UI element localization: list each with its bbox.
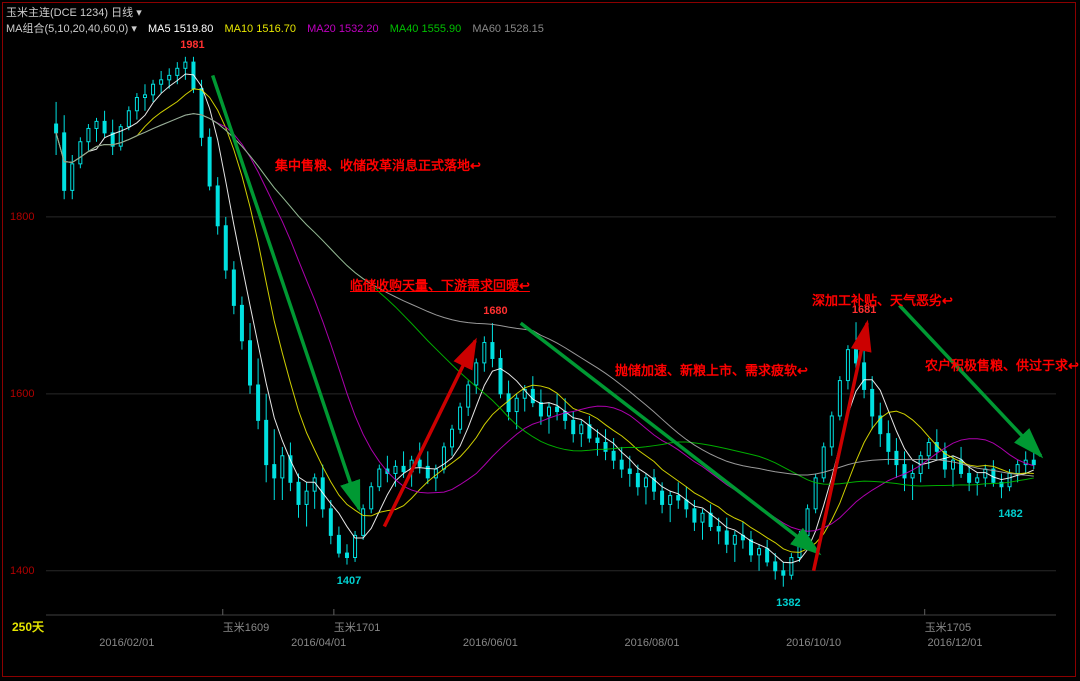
down-arrow-3	[899, 305, 1040, 455]
ma20-label: MA20 1532.20	[307, 23, 379, 35]
x-tick-label: 2016/12/01	[927, 637, 982, 649]
chart-title: 玉米主连(DCE 1234) 日线 ▾	[6, 4, 142, 20]
price-tag: 1407	[337, 575, 361, 587]
candlestick-chart[interactable]: 1400 1600 1800 2016/02/01 2016/04/01 2016/06/…	[6, 35, 1066, 655]
chart-annotation: 农户积极售粮、供过于求↩	[925, 355, 1079, 374]
contract-label: 玉米1705	[925, 619, 971, 635]
price-tag: 1680	[483, 305, 507, 317]
ma60-label: MA60 1528.15	[472, 23, 544, 35]
down-arrow-2	[521, 323, 819, 553]
price-tag: 1482	[998, 508, 1022, 520]
price-tag: 1382	[776, 597, 800, 609]
chart-annotation: 集中售粮、收储改革消息正式落地↩	[275, 155, 481, 174]
x-tick-label: 2016/08/01	[624, 637, 679, 649]
x-tick-label: 2016/06/01	[463, 637, 518, 649]
y-tick-label: 1400	[10, 565, 34, 577]
ma40-label: MA40 1555.90	[390, 23, 462, 35]
x-tick-label: 2016/02/01	[99, 637, 154, 649]
y-tick-label: 1600	[10, 388, 34, 400]
ma10-label: MA10 1516.70	[224, 23, 296, 35]
y-tick-label: 1800	[10, 211, 34, 223]
ma5-label: MA5 1519.80	[148, 23, 213, 35]
ma-legend: MA组合(5,10,20,40,60,0) ▾ MA5 1519.80 MA10…	[6, 20, 552, 36]
price-tag: 1981	[180, 39, 204, 51]
chart-svg	[6, 35, 1066, 655]
chart-annotation: 深加工补贴、天气恶劣↩	[812, 290, 953, 309]
x-tick-label: 2016/10/10	[786, 637, 841, 649]
contract-label: 玉米1701	[334, 619, 380, 635]
chart-annotation: 临储收购天量、下游需求回暖↩	[350, 275, 530, 294]
up-arrow-2	[814, 323, 868, 571]
up-arrow-1	[384, 341, 475, 527]
ma-combo-label[interactable]: MA组合(5,10,20,40,60,0) ▾	[6, 23, 137, 35]
x-tick-label: 2016/04/01	[291, 637, 346, 649]
chart-annotation: 抛储加速、新粮上市、需求疲软↩	[615, 360, 808, 379]
days-label: 250天	[12, 618, 44, 635]
contract-label: 玉米1609	[223, 619, 269, 635]
